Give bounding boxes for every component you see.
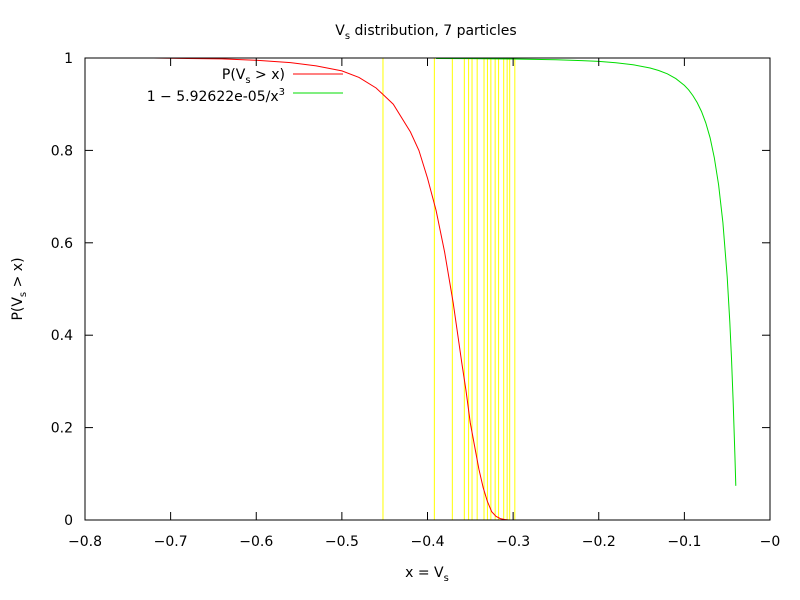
x-tick-label: −0.6 <box>239 534 273 550</box>
y-tick-label: 0.6 <box>51 236 73 252</box>
x-axis-label: x = Vs <box>405 565 449 584</box>
x-tick-label: −0.3 <box>496 534 530 550</box>
y-axis-label-post: > x) <box>10 257 26 291</box>
legend-label-series-2-pre: 1 − 5.92622e-05/x <box>147 89 279 105</box>
y-tick-label: 0.2 <box>51 421 73 437</box>
x-tick-label: −0.4 <box>411 534 445 550</box>
chart-title-rest: distribution, 7 particles <box>350 23 517 39</box>
series-line-2 <box>436 58 737 486</box>
axis-ticks: −0.8 −0.7 −0.6 −0.5 −0.4 −0.3 −0.2 −0.1 −0 0 0.2 0.… <box>51 51 781 550</box>
x-tick-label: −0 <box>760 534 781 550</box>
y-axis-label-pre: P(V <box>10 297 26 321</box>
x-tick-label: −0.8 <box>68 534 102 550</box>
chart-title: Vs distribution, 7 particles <box>335 23 516 42</box>
x-tick-label: −0.7 <box>154 534 188 550</box>
chart-title-main: V <box>335 23 345 39</box>
x-tick-label: −0.5 <box>325 534 359 550</box>
x-axis-label-main: x = V <box>405 565 444 581</box>
legend-label-series-1: P(Vs > x) <box>222 67 285 86</box>
y-axis-label-subscript: s <box>18 292 29 297</box>
y-tick-label: 1 <box>64 51 73 67</box>
y-tick-label: 0 <box>64 513 73 529</box>
legend-label-series-1-subscript: s <box>245 75 250 86</box>
x-tick-label: −0.2 <box>582 534 616 550</box>
chart-title-subscript: s <box>345 31 350 42</box>
legend-label-series-1-pre: P(V <box>222 67 246 83</box>
x-tick-label: −0.1 <box>667 534 701 550</box>
y-tick-label: 0.4 <box>51 328 73 344</box>
particle-lines <box>382 58 516 520</box>
y-axis-label: P(Vs > x) <box>10 257 29 320</box>
legend-label-series-2-superscript: 3 <box>279 87 285 98</box>
legend-label-series-2: 1 − 5.92622e-05/x3 <box>147 87 285 105</box>
x-axis-label-subscript: s <box>444 573 449 584</box>
y-tick-label: 0.8 <box>51 143 73 159</box>
legend-label-series-1-post: > x) <box>251 67 285 83</box>
legend: P(Vs > x) 1 − 5.92622e-05/x3 <box>147 67 343 105</box>
